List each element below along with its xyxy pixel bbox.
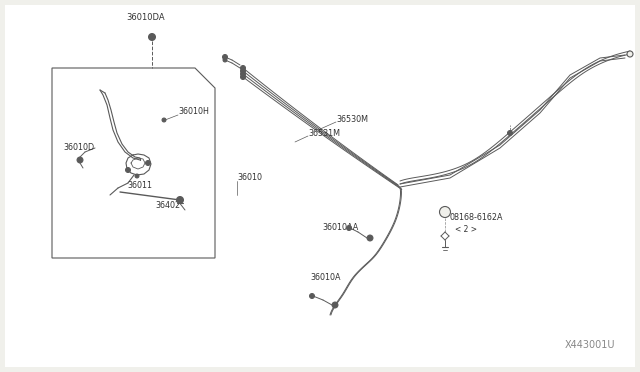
Text: 36011: 36011: [127, 180, 152, 189]
Circle shape: [332, 302, 338, 308]
FancyBboxPatch shape: [5, 5, 635, 367]
Circle shape: [162, 118, 166, 122]
Circle shape: [241, 68, 246, 74]
Text: 8: 8: [444, 209, 447, 215]
Circle shape: [135, 174, 139, 178]
Circle shape: [177, 196, 184, 203]
Text: 36531M: 36531M: [308, 128, 340, 138]
Text: 36010D: 36010D: [63, 144, 94, 153]
Circle shape: [145, 160, 150, 166]
Text: X443001U: X443001U: [565, 340, 616, 350]
Text: 36402: 36402: [155, 201, 180, 209]
Circle shape: [346, 225, 351, 231]
Circle shape: [367, 235, 373, 241]
Text: 36010A: 36010A: [310, 273, 340, 282]
Text: 36010H: 36010H: [178, 108, 209, 116]
Circle shape: [627, 51, 633, 57]
Circle shape: [440, 206, 451, 218]
Circle shape: [241, 65, 246, 71]
Text: < 2 >: < 2 >: [455, 225, 477, 234]
Circle shape: [310, 294, 314, 298]
Text: 36010DA: 36010DA: [126, 13, 164, 22]
Text: 36530M: 36530M: [336, 115, 368, 124]
Circle shape: [241, 74, 246, 80]
Circle shape: [77, 157, 83, 163]
Circle shape: [125, 167, 131, 173]
Circle shape: [148, 33, 156, 41]
Text: 08168-6162A: 08168-6162A: [449, 214, 502, 222]
Circle shape: [508, 131, 513, 135]
Circle shape: [223, 58, 227, 62]
Text: 36010: 36010: [237, 173, 262, 183]
Text: 36010AA: 36010AA: [322, 224, 358, 232]
Circle shape: [223, 55, 227, 60]
Circle shape: [241, 71, 246, 77]
